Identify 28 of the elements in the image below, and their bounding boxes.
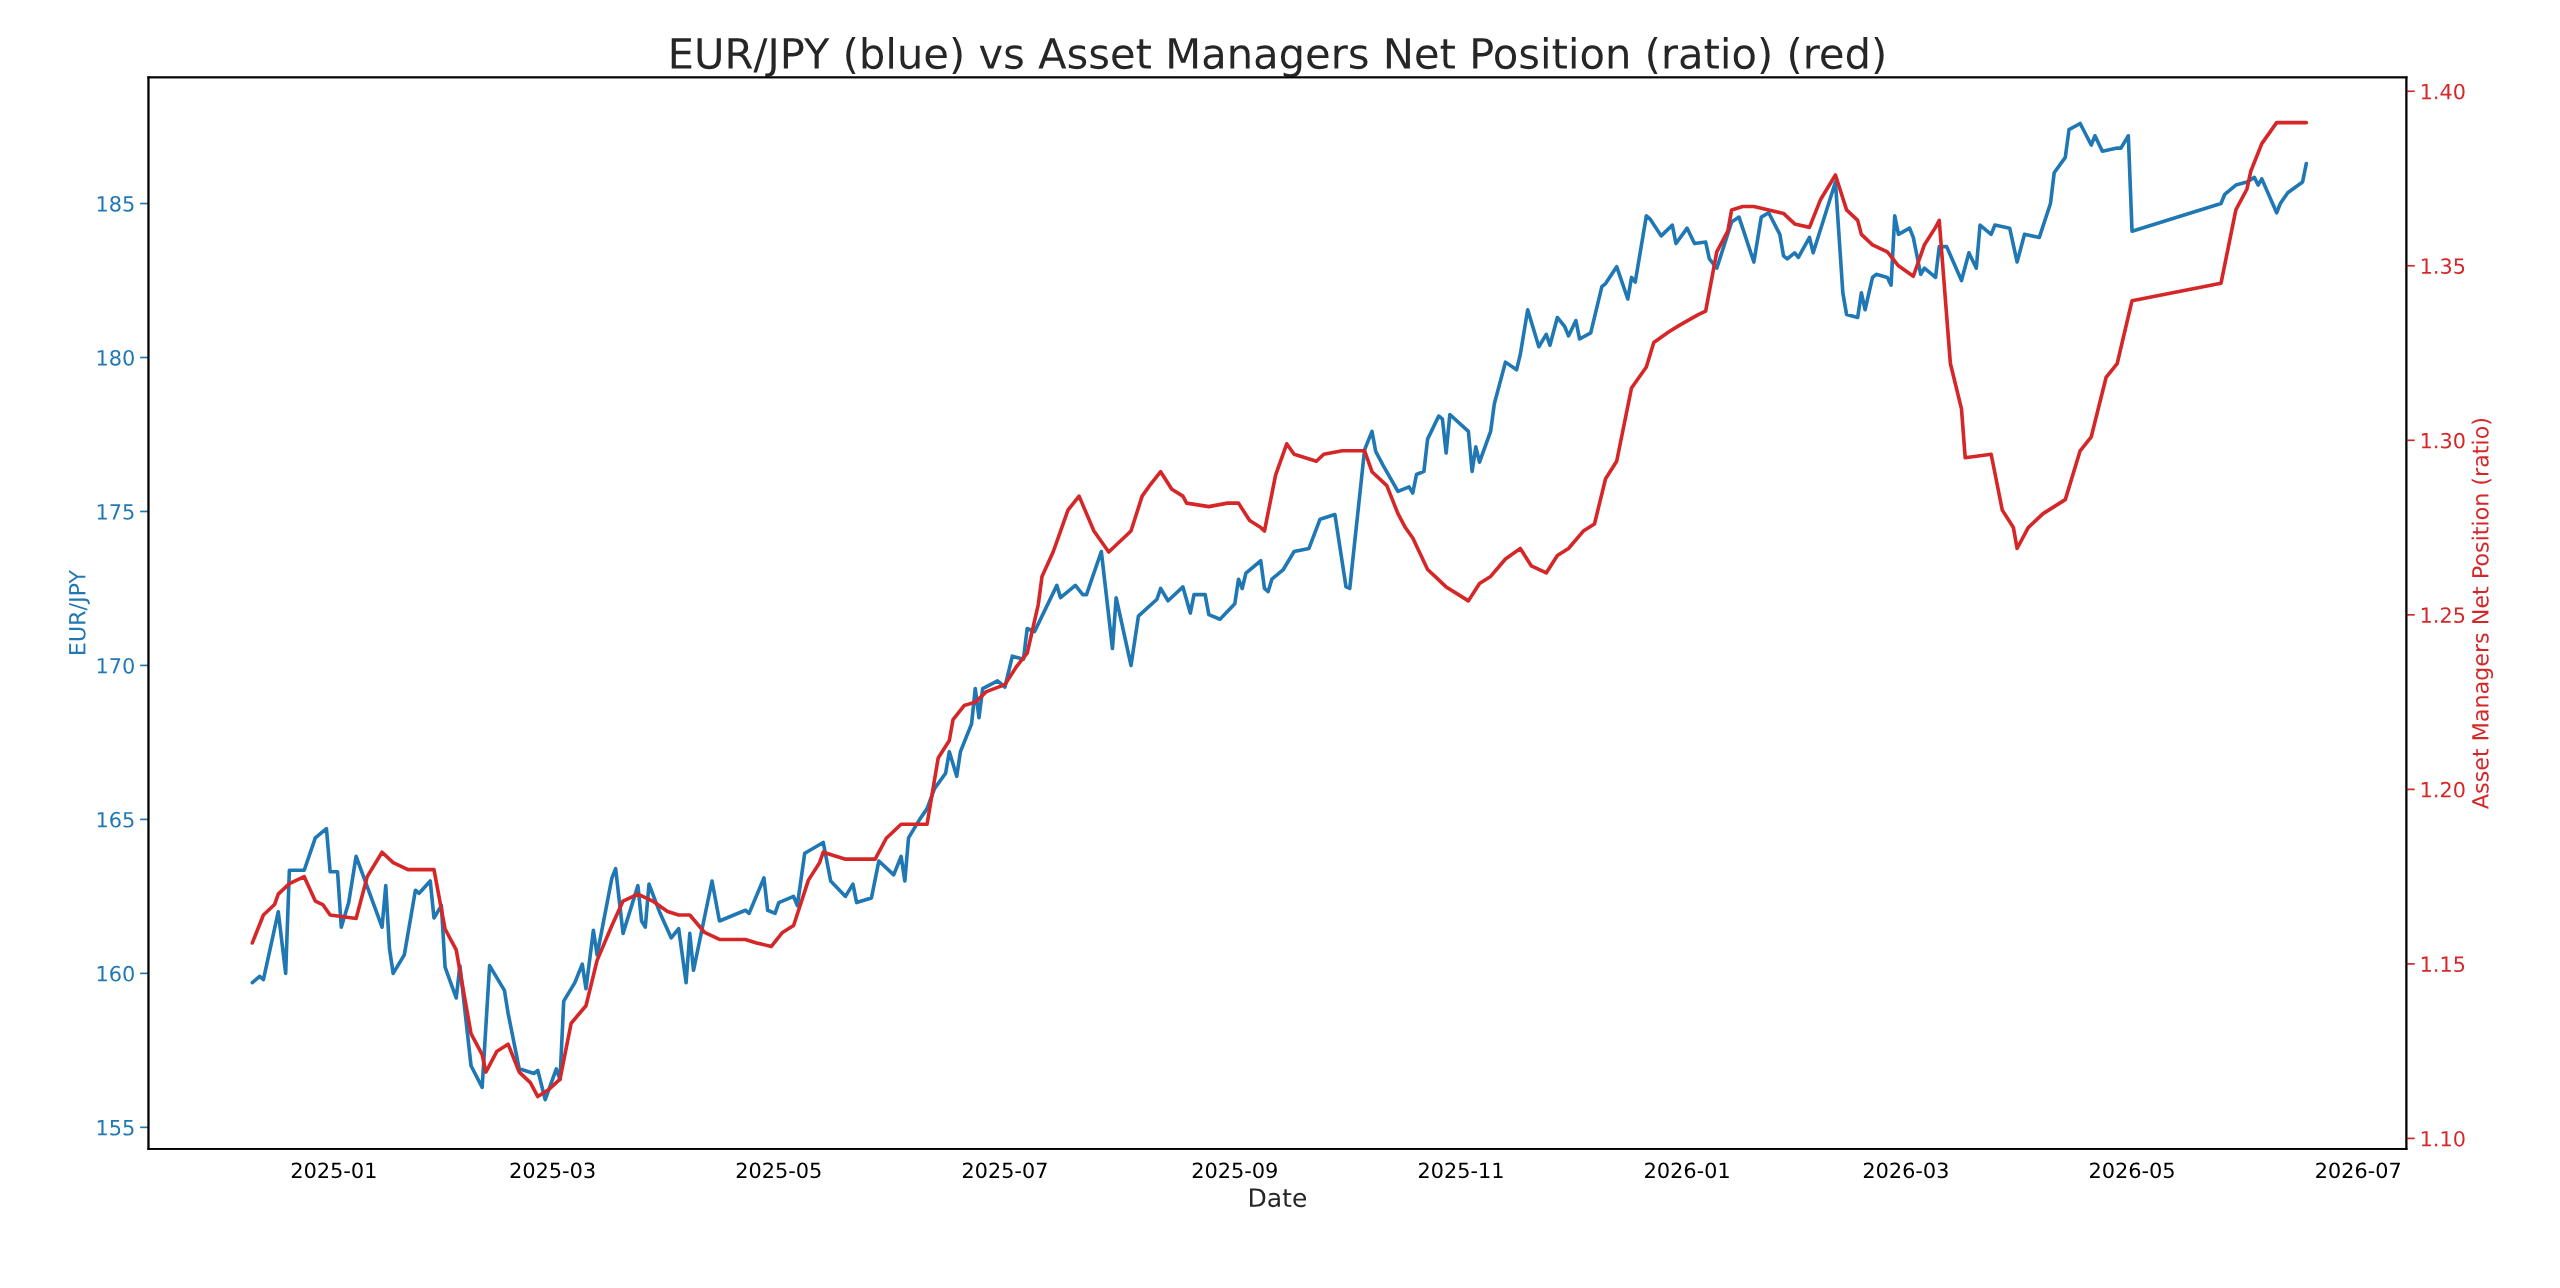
x-tick-label: 2026-05 (2090, 1162, 2174, 1179)
y2-tick-label: 1.10 (2421, 1130, 2465, 1147)
x-tick-label: 2025-09 (1192, 1162, 1277, 1179)
y-tick-label: 175 (97, 504, 134, 520)
y-tick-label: 180 (97, 349, 134, 366)
x-tick-label: 2026-03 (1863, 1162, 1948, 1179)
x-axis-title: Date (1250, 1188, 1306, 1208)
y2-tick-label: 1.40 (2421, 83, 2465, 100)
x-tick-label: 2025-07 (962, 1162, 1047, 1179)
y-tick-label: 185 (97, 195, 134, 212)
y2-tick-label: 1.20 (2421, 781, 2465, 798)
y-tick-label: 160 (97, 965, 134, 982)
x-tick-label: 2025-03 (510, 1162, 595, 1179)
y2-tick-label: 1.15 (2421, 956, 2465, 973)
y-axis-title: EUR/JPY (69, 569, 90, 655)
y-tick-label: 165 (97, 811, 134, 828)
y2-tick-label: 1.35 (2421, 258, 2465, 274)
x-tick-label: 2025-11 (1418, 1162, 1503, 1179)
y2-tick-label: 1.25 (2421, 607, 2465, 624)
y-tick-label: 155 (97, 1120, 134, 1136)
y-tick-label: 170 (97, 657, 134, 674)
y2-tick-label: 1.30 (2421, 432, 2465, 449)
x-tick-label: 2026-01 (1645, 1162, 1729, 1179)
x-tick-label: 2025-01 (291, 1162, 376, 1179)
x-tick-label: 2025-05 (736, 1162, 821, 1179)
y2-axis-title: Asset Managers Net Position (ratio) (2471, 418, 2494, 809)
x-tick-label: 2026-07 (2316, 1162, 2400, 1179)
chart-title: EUR/JPY (blue) vs Asset Managers Net Position (ratio) (red) (671, 36, 1884, 78)
